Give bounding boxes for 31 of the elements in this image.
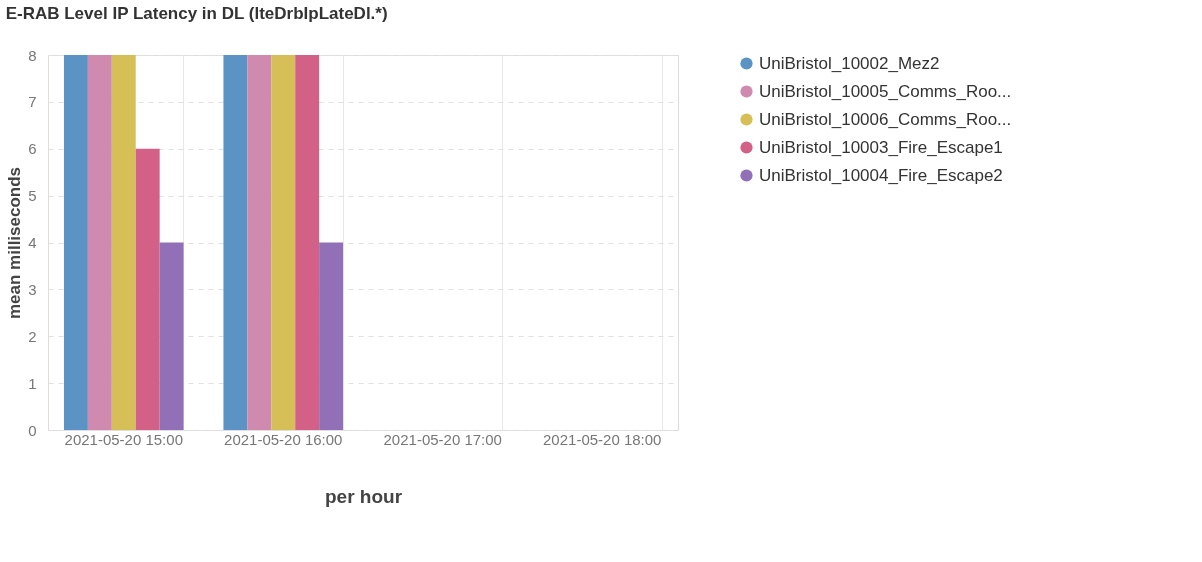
bar [111,55,136,430]
y-tick-label: 0 [28,421,37,439]
chart-title: E-RAB Level IP Latency in DL (lteDrbIpLateDl.*) [5,4,388,23]
x-tick-label: 2021-05-20 18:00 [543,430,662,448]
y-axis-title: mean milliseconds [5,166,25,320]
y-tick-label: 2 [28,327,37,345]
bar [223,55,248,430]
y-tick-label: 7 [28,93,37,111]
legend-label: UniBristol_10004_Fire_Escape2 [759,165,1003,185]
x-tick-label: 2021-05-20 17:00 [383,430,502,448]
bar [135,148,160,430]
x-axis-title: per hour [324,485,403,507]
bar [159,242,184,430]
bar [247,55,272,430]
legend-label: UniBristol_10006_Comms_Roo... [759,109,1012,129]
bar [63,55,88,430]
bar [87,55,112,430]
legend-label: UniBristol_10003_Fire_Escape1 [759,137,1003,157]
bar [295,55,320,430]
x-tick-label: 2021-05-20 16:00 [224,430,343,448]
y-tick-label: 4 [28,234,37,251]
legend-label: UniBristol_10005_Comms_Roo... [759,81,1012,101]
bar [271,55,296,430]
x-tick-label: 2021-05-20 15:00 [64,430,183,448]
y-tick-label: 8 [28,46,37,64]
y-tick-label: 3 [28,280,37,298]
y-tick-label: 6 [28,140,37,158]
y-tick-label: 1 [28,374,37,392]
legend-label: UniBristol_10002_Mez2 [759,53,940,73]
y-tick-label: 5 [28,187,37,205]
bar [319,242,344,430]
